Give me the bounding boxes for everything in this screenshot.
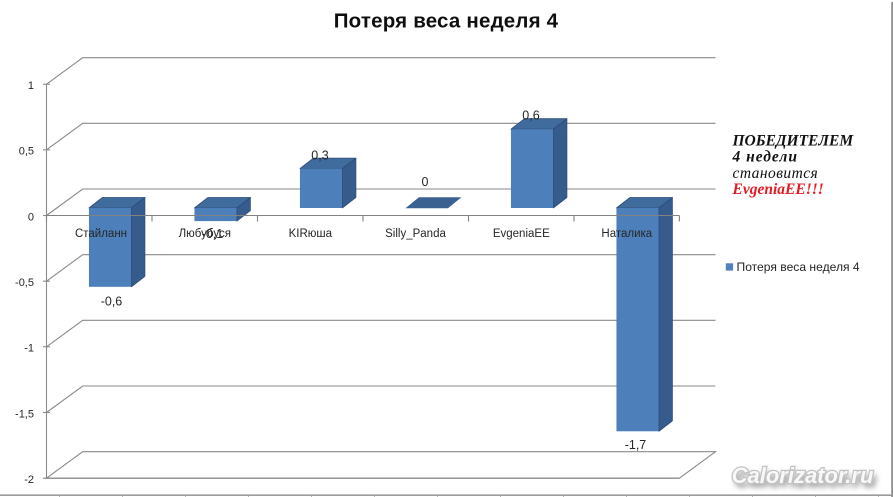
svg-text:KIRюша: KIRюша bbox=[289, 228, 333, 240]
svg-text:-1,7: -1,7 bbox=[625, 438, 647, 452]
svg-text:-0,1: -0,1 bbox=[202, 227, 224, 241]
svg-text:-1: -1 bbox=[24, 343, 34, 355]
svg-text:ПОБЕДИТЕЛЕМ: ПОБЕДИТЕЛЕМ bbox=[732, 132, 855, 149]
svg-text:Стайланн: Стайланн bbox=[75, 228, 127, 240]
svg-text:EvgeniaEE!!!: EvgeniaEE!!! bbox=[732, 181, 824, 198]
svg-text:-1,5: -1,5 bbox=[15, 408, 34, 420]
svg-text:становится: становится bbox=[733, 165, 819, 182]
svg-text:Silly_Panda: Silly_Panda bbox=[385, 228, 446, 240]
svg-text:Потеря веса неделя 4: Потеря веса неделя 4 bbox=[737, 260, 860, 274]
svg-text:-0,6: -0,6 bbox=[101, 294, 123, 308]
svg-text:Потеря веса неделя 4: Потеря веса неделя 4 bbox=[334, 9, 559, 32]
svg-text:0,3: 0,3 bbox=[311, 148, 328, 162]
svg-text:Любубуся: Любубуся bbox=[179, 228, 231, 240]
svg-text:Наталика: Наталика bbox=[601, 228, 652, 240]
svg-text:Calorizator.ru: Calorizator.ru bbox=[732, 463, 874, 488]
svg-text:1: 1 bbox=[28, 80, 34, 92]
svg-text:0: 0 bbox=[28, 211, 34, 223]
svg-text:0,6: 0,6 bbox=[522, 108, 539, 122]
svg-text:-0,5: -0,5 bbox=[15, 277, 34, 289]
svg-text:-2: -2 bbox=[24, 474, 34, 486]
svg-text:0,5: 0,5 bbox=[19, 146, 34, 158]
svg-text:EvgeniaEE: EvgeniaEE bbox=[493, 228, 550, 240]
svg-text:Calorizator.ru: Calorizator.ru bbox=[735, 467, 877, 492]
svg-text:0: 0 bbox=[422, 175, 429, 189]
svg-text:4 недели: 4 недели bbox=[732, 149, 798, 166]
